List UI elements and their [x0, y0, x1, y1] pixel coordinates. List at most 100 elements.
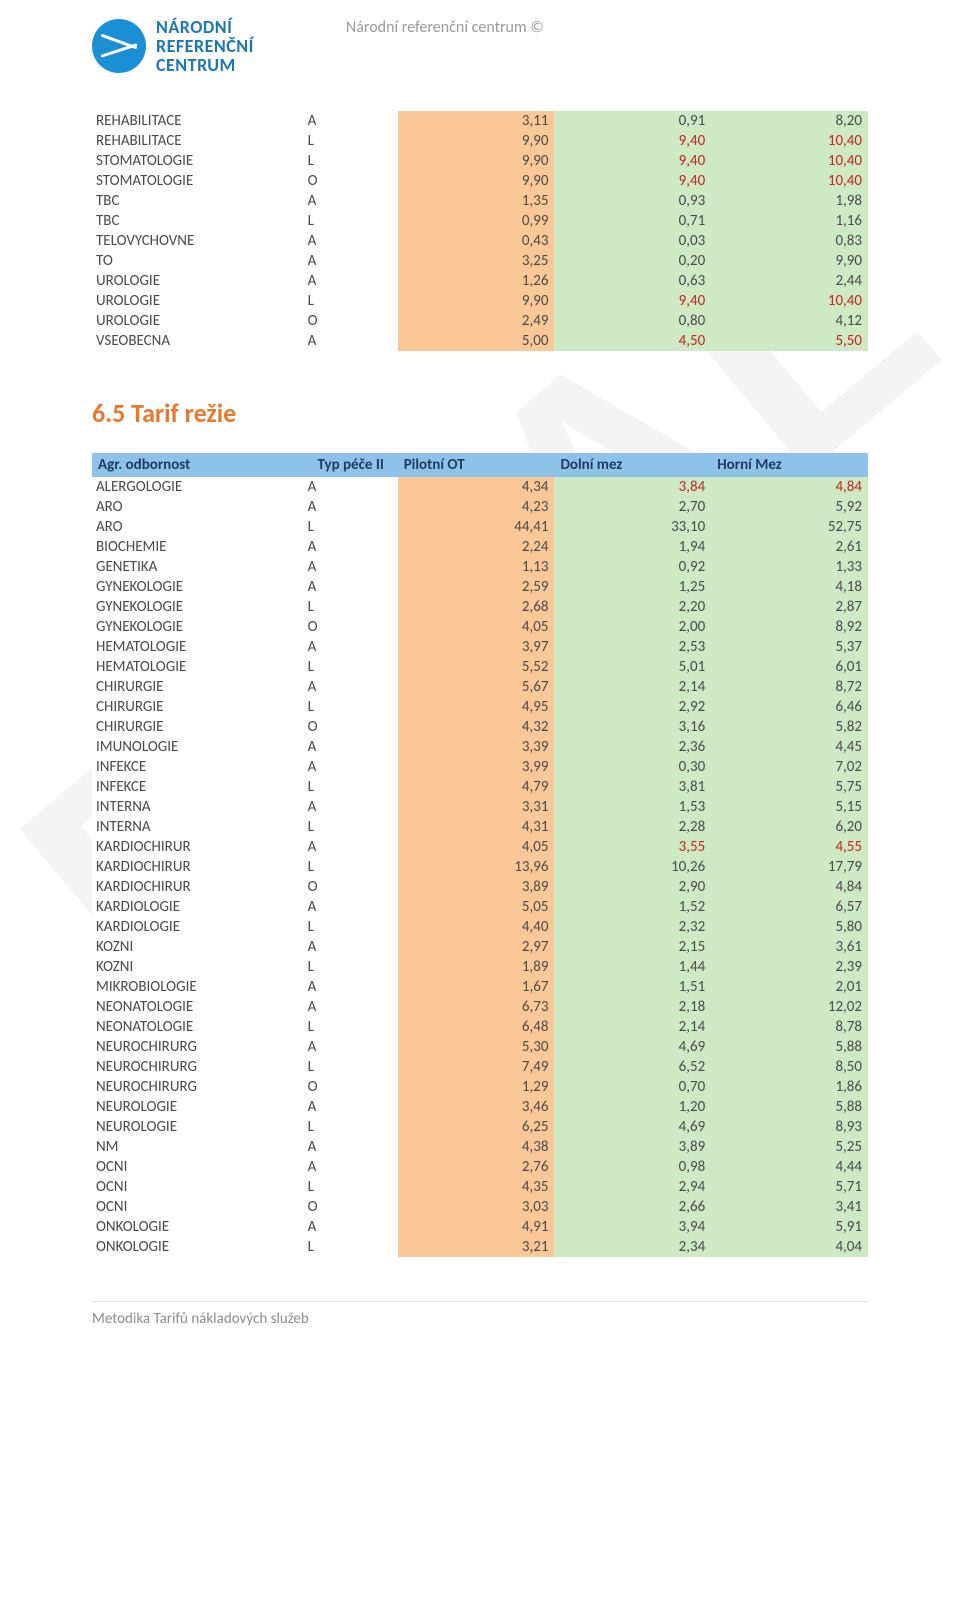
cell-typ: L — [304, 817, 398, 837]
cell-dolni: 2,94 — [554, 1177, 711, 1197]
cell-horni: 17,79 — [711, 857, 868, 877]
cell-typ: L — [304, 517, 398, 537]
cell-typ: A — [304, 231, 398, 251]
cell-horni: 1,98 — [711, 191, 868, 211]
table-row: HEMATOLOGIEL5,525,016,01 — [92, 657, 868, 677]
cell-odbornost: CHIRURGIE — [92, 717, 304, 737]
cell-pilotni: 3,21 — [398, 1237, 555, 1257]
table-row: GENETIKAA1,130,921,33 — [92, 557, 868, 577]
cell-odbornost: HEMATOLOGIE — [92, 657, 304, 677]
cell-dolni: 9,40 — [554, 291, 711, 311]
section-title: 6.5 Tarif režie — [92, 397, 868, 429]
cell-dolni: 0,80 — [554, 311, 711, 331]
col-header: Pilotní OT — [398, 453, 555, 477]
cell-typ: A — [304, 737, 398, 757]
cell-horni: 1,86 — [711, 1077, 868, 1097]
cell-pilotni: 4,95 — [398, 697, 555, 717]
cell-typ: L — [304, 211, 398, 231]
cell-typ: A — [304, 557, 398, 577]
cell-typ: A — [304, 271, 398, 291]
cell-pilotni: 2,68 — [398, 597, 555, 617]
cell-dolni: 0,63 — [554, 271, 711, 291]
cell-pilotni: 6,73 — [398, 997, 555, 1017]
cell-odbornost: GYNEKOLOGIE — [92, 617, 304, 637]
table-row: NMA4,383,895,25 — [92, 1137, 868, 1157]
cell-horni: 5,50 — [711, 331, 868, 351]
table-row: CHIRURGIEL4,952,926,46 — [92, 697, 868, 717]
cell-pilotni: 3,31 — [398, 797, 555, 817]
cell-dolni: 1,44 — [554, 957, 711, 977]
cell-typ: A — [304, 191, 398, 211]
cell-pilotni: 4,31 — [398, 817, 555, 837]
cell-horni: 10,40 — [711, 131, 868, 151]
table-row: NEUROLOGIEL6,254,698,93 — [92, 1117, 868, 1137]
logo-icon — [92, 19, 146, 73]
cell-pilotni: 4,05 — [398, 837, 555, 857]
cell-odbornost: KARDIOLOGIE — [92, 917, 304, 937]
cell-horni: 5,92 — [711, 497, 868, 517]
col-header: Horní Mez — [711, 453, 868, 477]
cell-dolni: 9,40 — [554, 131, 711, 151]
table-row: OCNIO3,032,663,41 — [92, 1197, 868, 1217]
cell-horni: 8,92 — [711, 617, 868, 637]
table-row: MIKROBIOLOGIEA1,671,512,01 — [92, 977, 868, 997]
cell-odbornost: KOZNI — [92, 937, 304, 957]
cell-odbornost: UROLOGIE — [92, 271, 304, 291]
cell-pilotni: 2,59 — [398, 577, 555, 597]
cell-dolni: 1,53 — [554, 797, 711, 817]
cell-horni: 4,12 — [711, 311, 868, 331]
cell-pilotni: 2,97 — [398, 937, 555, 957]
cell-dolni: 3,84 — [554, 477, 711, 497]
cell-typ: L — [304, 957, 398, 977]
table-row: KOZNIA2,972,153,61 — [92, 937, 868, 957]
cell-odbornost: STOMATOLOGIE — [92, 151, 304, 171]
cell-dolni: 1,94 — [554, 537, 711, 557]
col-header: Agr. odbornost — [92, 453, 304, 477]
cell-odbornost: CHIRURGIE — [92, 677, 304, 697]
cell-dolni: 2,14 — [554, 1017, 711, 1037]
table-row: INTERNAL4,312,286,20 — [92, 817, 868, 837]
table-row: GYNEKOLOGIEA2,591,254,18 — [92, 577, 868, 597]
cell-pilotni: 4,32 — [398, 717, 555, 737]
cell-typ: O — [304, 617, 398, 637]
cell-odbornost: ONKOLOGIE — [92, 1237, 304, 1257]
cell-typ: A — [304, 497, 398, 517]
cell-odbornost: INTERNA — [92, 817, 304, 837]
cell-dolni: 3,16 — [554, 717, 711, 737]
table-row: REHABILITACEA3,110,918,20 — [92, 111, 868, 131]
cell-pilotni: 2,76 — [398, 1157, 555, 1177]
logo-line: REFERENČNÍ — [156, 37, 254, 56]
cell-typ: L — [304, 1237, 398, 1257]
table-row: HEMATOLOGIEA3,972,535,37 — [92, 637, 868, 657]
cell-pilotni: 4,91 — [398, 1217, 555, 1237]
cell-pilotni: 9,90 — [398, 131, 555, 151]
cell-pilotni: 3,11 — [398, 111, 555, 131]
cell-dolni: 6,52 — [554, 1057, 711, 1077]
table-row: TBCA1,350,931,98 — [92, 191, 868, 211]
cell-dolni: 0,71 — [554, 211, 711, 231]
cell-odbornost: OCNI — [92, 1157, 304, 1177]
cell-dolni: 1,25 — [554, 577, 711, 597]
table-row: NEUROCHIRURGL7,496,528,50 — [92, 1057, 868, 1077]
table-row: UROLOGIEO2,490,804,12 — [92, 311, 868, 331]
cell-horni: 2,01 — [711, 977, 868, 997]
cell-pilotni: 4,38 — [398, 1137, 555, 1157]
cell-odbornost: GYNEKOLOGIE — [92, 597, 304, 617]
cell-dolni: 2,14 — [554, 677, 711, 697]
table-row: KOZNIL1,891,442,39 — [92, 957, 868, 977]
table-row: KARDIOLOGIEA5,051,526,57 — [92, 897, 868, 917]
cell-typ: A — [304, 111, 398, 131]
cell-horni: 4,55 — [711, 837, 868, 857]
cell-odbornost: UROLOGIE — [92, 291, 304, 311]
cell-odbornost: NEONATOLOGIE — [92, 997, 304, 1017]
cell-dolni: 1,51 — [554, 977, 711, 997]
cell-dolni: 2,20 — [554, 597, 711, 617]
table-row: INTERNAA3,311,535,15 — [92, 797, 868, 817]
cell-horni: 6,20 — [711, 817, 868, 837]
cell-typ: A — [304, 837, 398, 857]
cell-horni: 5,15 — [711, 797, 868, 817]
cell-dolni: 2,28 — [554, 817, 711, 837]
table-row: ONKOLOGIEA4,913,945,91 — [92, 1217, 868, 1237]
cell-horni: 5,75 — [711, 777, 868, 797]
cell-dolni: 4,50 — [554, 331, 711, 351]
